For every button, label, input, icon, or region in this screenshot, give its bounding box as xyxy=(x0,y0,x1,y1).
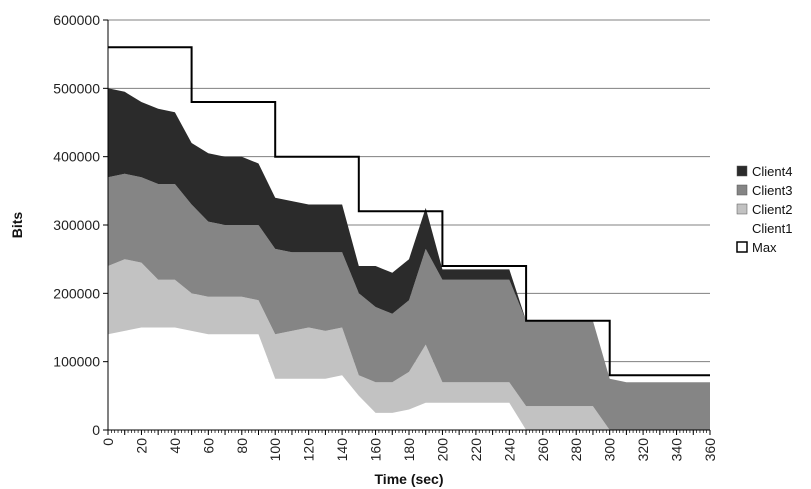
legend-label-client3: Client3 xyxy=(752,183,792,198)
x-tick-label-14: 280 xyxy=(568,438,584,462)
x-tick-label-13: 260 xyxy=(535,438,551,462)
y-tick-label-1: 100000 xyxy=(53,354,100,370)
y-axis-title: Bits xyxy=(9,212,25,239)
area-client3 xyxy=(108,173,710,431)
y-tick-label-3: 300000 xyxy=(53,217,100,233)
x-tick-label-17: 340 xyxy=(669,438,685,462)
legend-swatch-client3 xyxy=(736,184,748,196)
legend-item-max: Max xyxy=(736,240,777,255)
x-tick-label-15: 300 xyxy=(602,438,618,462)
x-tick-label-9: 180 xyxy=(401,438,417,462)
x-tick-label-16: 320 xyxy=(635,438,651,462)
x-tick-label-3: 60 xyxy=(200,438,216,454)
legend-swatch-client1 xyxy=(737,223,747,233)
legend: Client4 Client3 Client2 Client1 Max xyxy=(736,164,792,255)
legend-label-max: Max xyxy=(752,240,777,255)
y-tick-label-4: 400000 xyxy=(53,149,100,165)
x-axis-title: Time (sec) xyxy=(375,471,444,487)
x-tick-label-0: 0 xyxy=(100,438,116,446)
x-tick-label-6: 120 xyxy=(301,438,317,462)
x-tick-label-5: 100 xyxy=(267,438,283,462)
x-tick-label-18: 360 xyxy=(702,438,718,462)
x-tick-label-12: 240 xyxy=(501,438,517,462)
x-tick-label-11: 220 xyxy=(468,438,484,462)
x-tick-label-10: 200 xyxy=(434,438,450,462)
x-tick-label-7: 140 xyxy=(334,438,350,462)
area-client1 xyxy=(108,327,710,430)
legend-swatch-max xyxy=(736,241,748,253)
area-client2 xyxy=(108,259,710,430)
area-client4 xyxy=(108,88,710,383)
max-step-line xyxy=(108,46,710,377)
legend-label-client1: Client1 xyxy=(752,221,792,236)
legend-item-client2: Client2 xyxy=(736,202,792,217)
area-layer xyxy=(108,88,710,431)
legend-label-client2: Client2 xyxy=(752,202,792,217)
legend-item-client1: Client1 xyxy=(737,221,792,236)
x-tick-label-4: 80 xyxy=(234,438,250,454)
max-line-layer xyxy=(108,46,710,377)
legend-item-client3: Client3 xyxy=(736,183,792,198)
legend-swatch-client4 xyxy=(736,165,748,177)
axis-layer xyxy=(103,19,711,435)
x-tick-label-2: 40 xyxy=(167,438,183,454)
legend-label-client4: Client4 xyxy=(752,164,792,179)
x-tick-label-8: 160 xyxy=(368,438,384,462)
legend-item-client4: Client4 xyxy=(736,164,792,179)
x-tick-label-1: 20 xyxy=(133,438,149,454)
y-tick-label-0: 0 xyxy=(92,422,100,438)
y-tick-label-6: 600000 xyxy=(53,12,100,28)
y-tick-label-2: 200000 xyxy=(53,285,100,301)
tick-label-layer: 0 100000 200000 300000 400000 500000 600000 0 20… xyxy=(53,12,718,461)
y-tick-label-5: 500000 xyxy=(53,80,100,96)
legend-swatch-client2 xyxy=(736,203,748,215)
